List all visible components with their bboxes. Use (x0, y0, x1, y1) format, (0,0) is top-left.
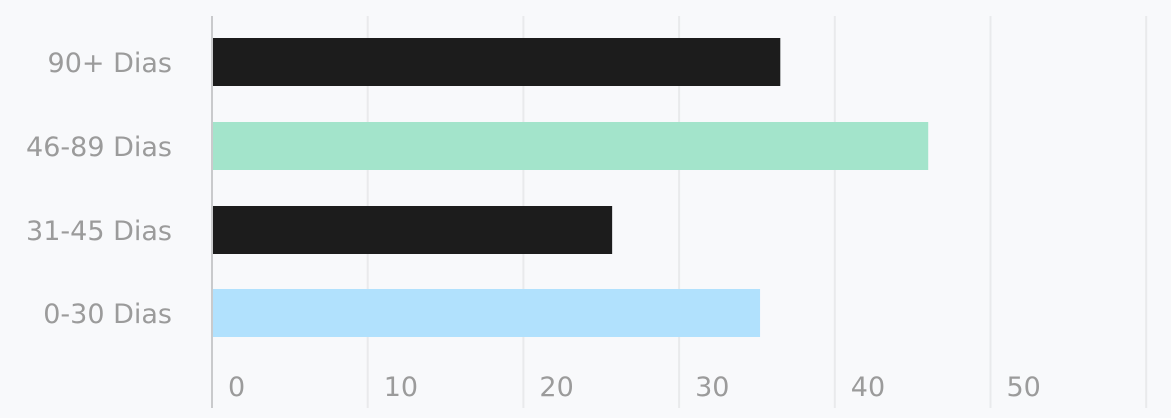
x-tick-label: 30 (695, 372, 729, 403)
bar-90-dias (212, 38, 781, 86)
category-label: 0-30 Dias (43, 299, 172, 330)
x-tick-label: 50 (1007, 372, 1041, 403)
category-label: 90+ Dias (48, 48, 172, 79)
bar-31-45-dias (212, 206, 613, 254)
bar-0-30-dias (212, 289, 761, 337)
x-tick-label: 20 (539, 372, 573, 403)
x-tick-label: 40 (851, 372, 885, 403)
label-layer: 90+ Dias 46-89 Dias 31-45 Dias 0-30 Dias 0 10… (26, 48, 1041, 403)
category-label: 46-89 Dias (26, 132, 172, 163)
x-tick-label: 10 (384, 372, 418, 403)
bar-layer (212, 38, 929, 337)
bar-46-89-dias (212, 122, 929, 170)
x-tick-label: 0 (228, 372, 245, 403)
category-label: 31-45 Dias (26, 216, 172, 247)
